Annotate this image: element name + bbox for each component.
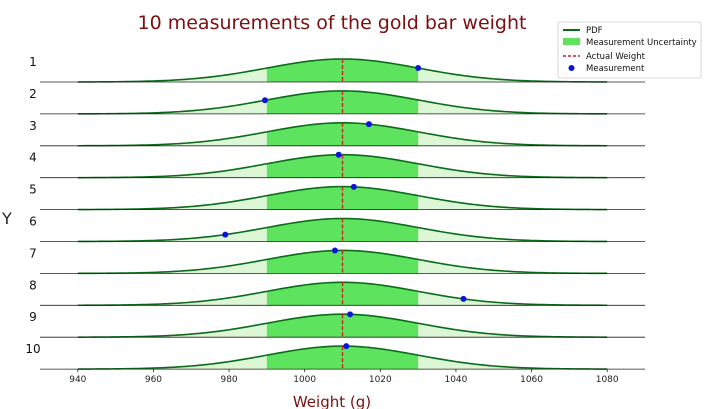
ridge-row-3: 3 [29, 119, 645, 147]
row-label: 7 [29, 246, 37, 260]
ridge-row-10: 10 [25, 342, 645, 370]
ridge-row-4: 4 [29, 151, 645, 179]
legend-measurement-label: Measurement [586, 64, 645, 74]
measurement-point [347, 311, 354, 318]
ridge-row-6: 6 [29, 215, 645, 243]
uncertainty-band [266, 346, 419, 370]
measurement-point [331, 247, 338, 254]
measurement-point [365, 121, 372, 128]
measurement-point [350, 183, 357, 190]
row-label: 2 [29, 87, 37, 101]
legend-actual-label: Actual Weight [586, 52, 646, 62]
x-tick-label: 1020 [369, 375, 392, 385]
row-label: 9 [29, 310, 37, 324]
measurement-point [415, 65, 422, 72]
uncertainty-band [266, 250, 419, 274]
legend-uncertainty-label: Measurement Uncertainty [586, 38, 697, 48]
measurement-point [460, 295, 467, 302]
row-label: 10 [25, 342, 40, 356]
x-tick-label: 940 [69, 375, 86, 385]
ridge-row-2: 2 [29, 87, 645, 115]
uncertainty-band [266, 218, 419, 242]
ridge-rows: 1 2 3 4 5 6 7 8 9 10 [25, 55, 645, 370]
x-tick-label: 960 [145, 375, 162, 385]
measurement-point [222, 231, 229, 238]
legend-pdf-label: PDF [586, 26, 603, 36]
x-axis: 940 960 980 1000 1020 1040 1060 1080 [69, 369, 619, 385]
row-label: 3 [29, 119, 37, 133]
uncertainty-band [266, 282, 419, 306]
x-tick-label: 1000 [293, 375, 316, 385]
ridge-row-9: 9 [29, 310, 645, 338]
x-tick-label: 980 [220, 375, 237, 385]
legend-uncertainty-swatch [563, 38, 580, 45]
y-axis-label: Y [1, 209, 12, 228]
uncertainty-band [266, 186, 419, 210]
uncertainty-band [266, 90, 419, 114]
ridge-row-1: 1 [29, 55, 645, 83]
uncertainty-band [266, 154, 419, 178]
ridge-row-7: 7 [29, 246, 645, 275]
row-label: 1 [29, 55, 37, 69]
measurement-point [335, 151, 342, 158]
measurement-point [261, 97, 268, 104]
row-label: 4 [29, 151, 37, 165]
measurement-point [343, 343, 350, 350]
row-label: 6 [29, 215, 37, 229]
chart-title: 10 measurements of the gold bar weight [138, 12, 527, 34]
x-tick-label: 1060 [520, 375, 543, 385]
ridge-row-5: 5 [29, 183, 645, 211]
x-tick-label: 1080 [596, 375, 619, 385]
uncertainty-band [266, 314, 419, 338]
uncertainty-band [266, 59, 419, 82]
legend: PDF Measurement Uncertainty Actual Weigh… [557, 21, 702, 79]
uncertainty-band [266, 122, 419, 146]
x-tick-label: 1040 [444, 375, 467, 385]
legend-box [557, 21, 702, 79]
ridge-row-8: 8 [29, 278, 645, 307]
row-label: 8 [29, 278, 37, 292]
row-label: 5 [29, 183, 37, 197]
x-axis-label: Weight (g) [293, 393, 371, 409]
legend-measurement-swatch [568, 65, 575, 71]
